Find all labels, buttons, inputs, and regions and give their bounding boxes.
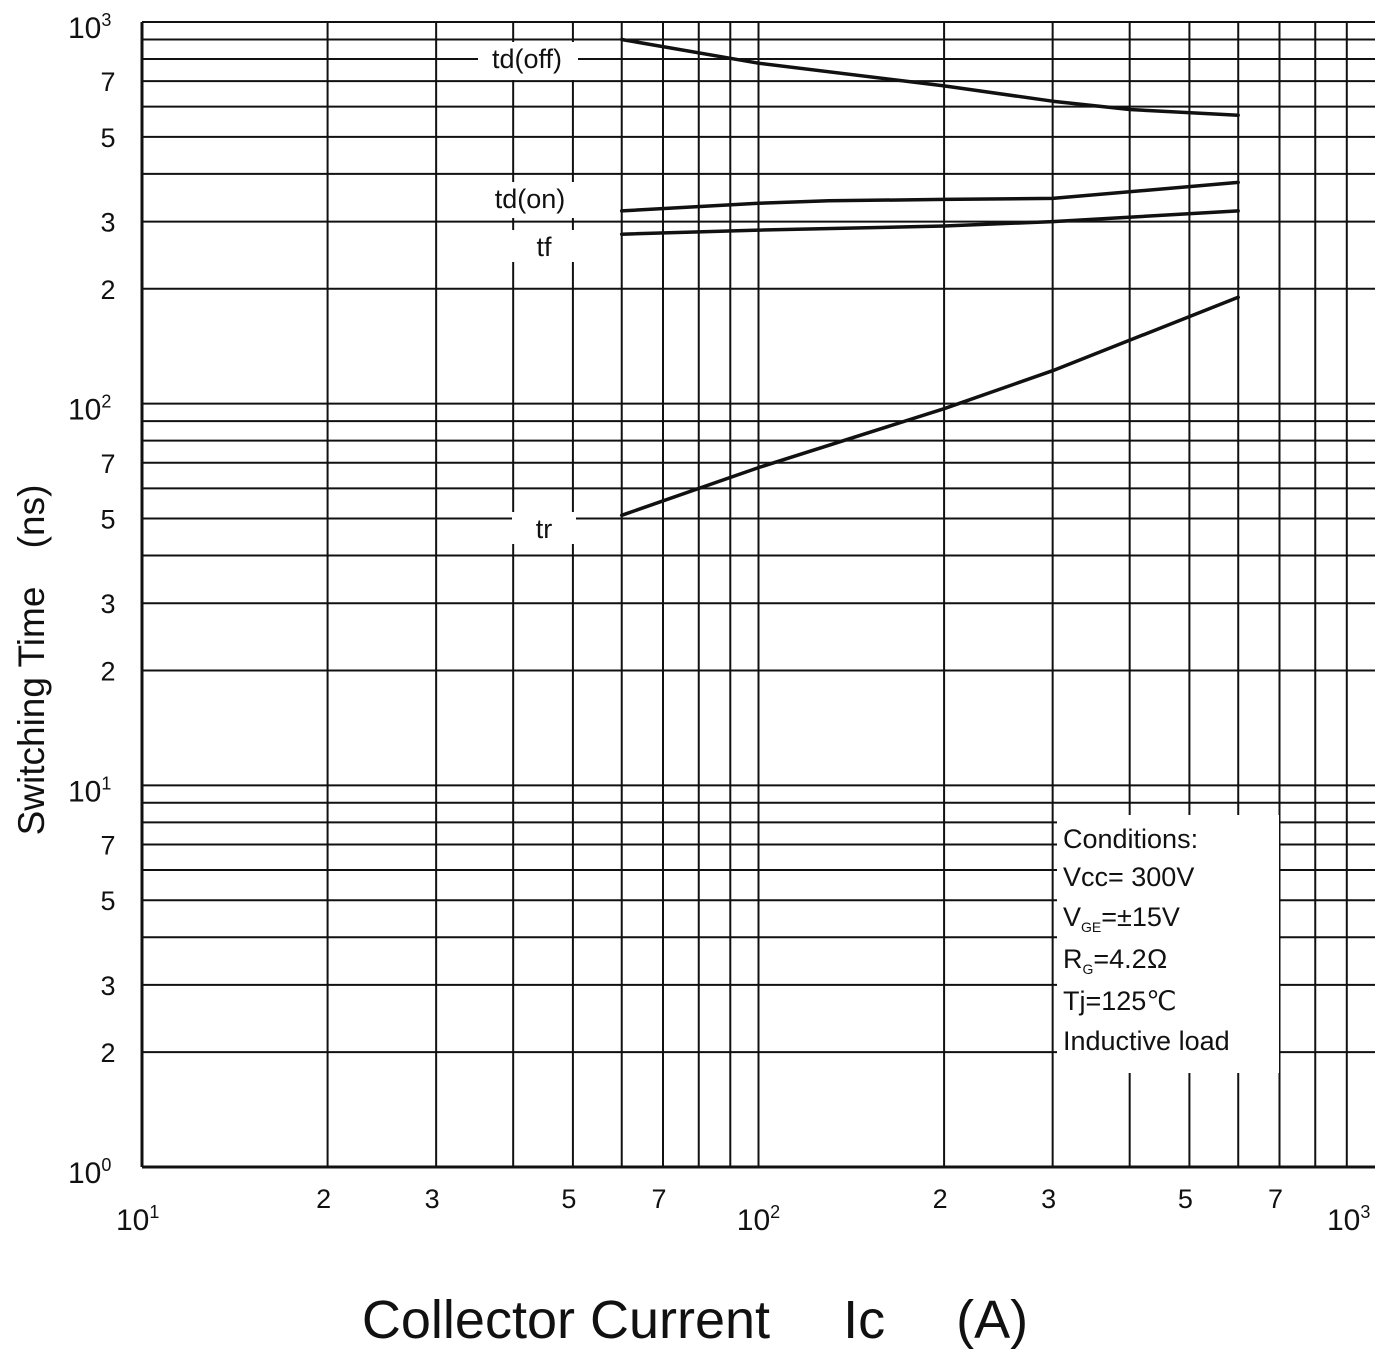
conditions-box: Conditions: Vcc= 300V VGE=±15V RG=4.2Ω Tj=12… [1057, 815, 1279, 1073]
y-tick-base: 10 [68, 394, 101, 427]
y-tick-label-major: 101 [68, 773, 111, 808]
x-tick-exponent: 1 [149, 1202, 159, 1222]
condition-rg-subscript: G [1083, 961, 1094, 977]
x-axis-symbol: Ic [843, 1290, 885, 1350]
curves [619, 37, 1240, 518]
y-tick-exponent: 0 [101, 1155, 111, 1175]
condition-tj-text: Tj=125℃ [1063, 986, 1177, 1016]
conditions-heading: Conditions: [1063, 824, 1198, 854]
curve-label-tf: tf [536, 232, 552, 262]
condition-load-text: Inductive load [1063, 1026, 1230, 1056]
label-mask [512, 230, 576, 262]
curve-tf [619, 209, 1240, 236]
x-tick-label-major: 102 [737, 1202, 780, 1237]
x-tick-label-minor: 7 [1268, 1184, 1283, 1214]
x-tick-label-major: 103 [1327, 1202, 1370, 1237]
y-tick-exponent: 3 [101, 10, 111, 30]
condition-vge-subscript: GE [1081, 919, 1101, 935]
curve-labels: td(off) td(on) tf tr [492, 44, 565, 544]
x-axis-title: Collector Current Ic (A) [362, 1290, 1028, 1350]
condition-vge-text: V [1063, 902, 1081, 932]
y-tick-exponent: 1 [101, 773, 111, 793]
condition-vge-text: =±15V [1101, 902, 1180, 932]
x-tick-base: 10 [116, 1204, 149, 1237]
x-tick-label-minor: 2 [933, 1184, 948, 1214]
condition-vge: VGE=±15V [1063, 902, 1180, 935]
curve-td(on) [619, 180, 1240, 213]
label-mask [482, 182, 578, 218]
x-tick-label-minor: 7 [651, 1184, 666, 1214]
y-tick-label-major: 102 [68, 392, 111, 427]
y-tick-label-minor: 2 [100, 656, 115, 686]
curve-label-tr: tr [536, 514, 553, 544]
label-mask [478, 42, 578, 80]
curve-label-td(on): td(on) [495, 184, 566, 214]
y-tick-base: 10 [68, 775, 101, 808]
condition-rg-text: R [1063, 944, 1083, 974]
y-tick-label-minor: 5 [100, 886, 115, 916]
plot-frame [140, 22, 1375, 1169]
y-tick-label-minor: 3 [100, 971, 115, 1001]
y-tick-label-major: 100 [68, 1155, 111, 1190]
condition-rg-text: =4.2Ω [1093, 944, 1167, 974]
x-tick-label-minor: 5 [561, 1184, 576, 1214]
x-axis-label: Collector Current [362, 1290, 770, 1350]
y-tick-base: 10 [68, 12, 101, 45]
y-axis-unit: (ns) [11, 485, 52, 549]
x-tick-exponent: 2 [770, 1202, 780, 1222]
x-axis-unit: (A) [956, 1290, 1028, 1350]
conditions-background [1057, 815, 1279, 1073]
condition-vcc-text: Vcc= 300V [1063, 862, 1194, 892]
label-mask [512, 512, 576, 544]
y-tick-label-minor: 7 [100, 449, 115, 479]
y-tick-label-minor: 7 [100, 830, 115, 860]
condition-tj: Tj=125℃ [1063, 986, 1177, 1016]
curve-label-td(off): td(off) [492, 44, 562, 74]
x-tick-label-major: 101 [116, 1202, 159, 1237]
y-axis-title: Switching Time (ns) [11, 485, 52, 836]
y-tick-exponent: 2 [101, 392, 111, 412]
x-tick-label-minor: 2 [316, 1184, 331, 1214]
y-tick-base: 10 [68, 1157, 101, 1190]
condition-load: Inductive load [1063, 1026, 1230, 1056]
y-axis-label: Switching Time [11, 587, 52, 836]
x-tick-label-minor: 3 [1041, 1184, 1056, 1214]
x-tick-label-minor: 5 [1178, 1184, 1193, 1214]
y-tick-label-minor: 2 [100, 275, 115, 305]
y-tick-label-minor: 2 [100, 1038, 115, 1068]
y-tick-label-minor: 3 [100, 589, 115, 619]
condition-rg: RG=4.2Ω [1063, 944, 1167, 977]
x-tick-base: 10 [1327, 1204, 1360, 1237]
y-tick-label-minor: 5 [100, 123, 115, 153]
y-tick-label-major: 103 [68, 10, 111, 45]
label-masks [478, 42, 578, 544]
y-tick-label-minor: 3 [100, 208, 115, 238]
x-tick-label-minor: 3 [425, 1184, 440, 1214]
conditions-heading-text: Conditions: [1063, 824, 1198, 854]
x-tick-base: 10 [737, 1204, 770, 1237]
curve-td(off) [619, 37, 1240, 117]
curve-tr [619, 295, 1240, 518]
y-tick-label-minor: 7 [100, 67, 115, 97]
condition-vcc: Vcc= 300V [1063, 862, 1194, 892]
x-tick-exponent: 3 [1360, 1202, 1370, 1222]
y-tick-label-minor: 5 [100, 505, 115, 535]
